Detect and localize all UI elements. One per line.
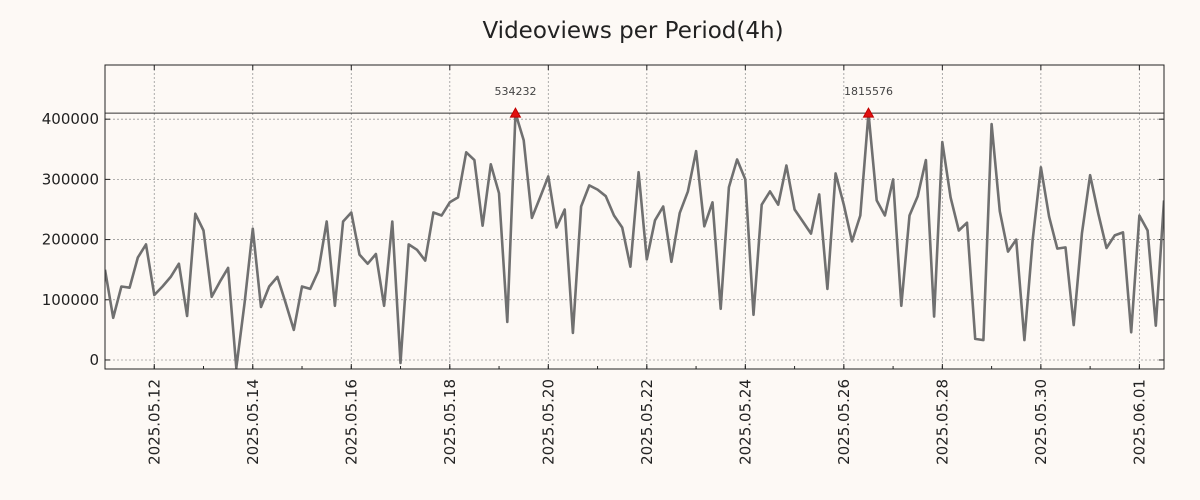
x-tick-label: 2025.05.18 [441, 379, 459, 465]
x-tick-label: 2025.06.01 [1130, 379, 1148, 465]
peak-label: 534232 [494, 85, 536, 98]
y-tick-label: 100000 [42, 291, 99, 309]
x-axis: 2025.05.12 2025.05.14 2025.05.16 2025.05.18… [104, 65, 1148, 465]
y-tick-label: 300000 [42, 170, 99, 188]
series-line [105, 111, 1164, 369]
peak-label: 1815576 [844, 85, 893, 98]
peak-marker [862, 107, 875, 118]
y-tick-label: 200000 [42, 231, 99, 249]
y-axis: 0 100000 200000 300000 400000 [42, 110, 1164, 369]
x-tick-label: 2025.05.12 [145, 379, 163, 465]
plot-frame [104, 64, 1165, 370]
y-tick-label: 400000 [42, 110, 99, 128]
x-tick-label: 2025.05.30 [1032, 379, 1050, 465]
peak-marker [509, 107, 522, 118]
peak-markers: 534232 1815576 [494, 85, 893, 118]
y-tick-label: 0 [89, 351, 99, 369]
x-tick-label: 2025.05.16 [342, 379, 360, 465]
x-tick-label: 2025.05.26 [835, 379, 853, 465]
chart-title: Videoviews per Period(4h) [482, 18, 783, 44]
x-tick-label: 2025.05.14 [244, 379, 262, 465]
x-tick-label: 2025.05.24 [736, 379, 754, 465]
x-tick-label: 2025.05.28 [933, 379, 951, 465]
x-tick-label: 2025.05.22 [638, 379, 656, 465]
x-tick-label: 2025.05.20 [539, 379, 557, 465]
